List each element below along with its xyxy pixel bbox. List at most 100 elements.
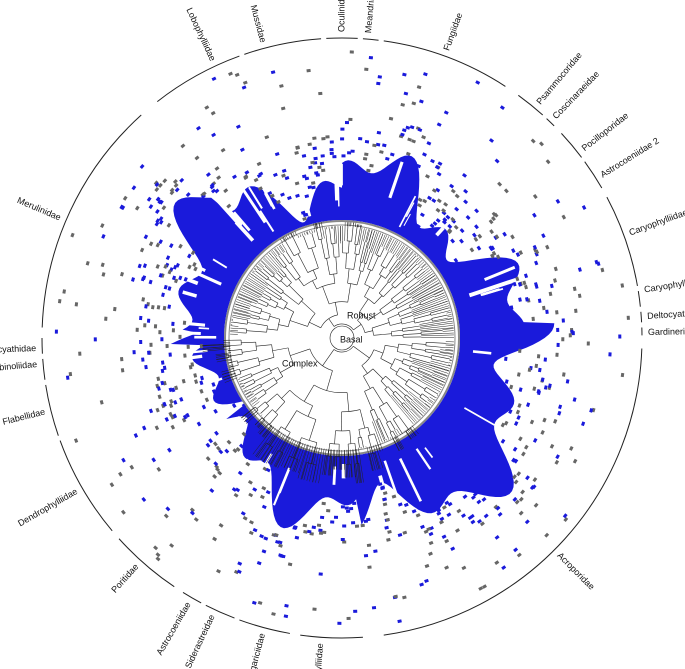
trait-cell bbox=[417, 197, 423, 203]
branch bbox=[395, 390, 406, 402]
trait-cell bbox=[476, 499, 482, 505]
branch bbox=[390, 322, 402, 326]
trait-cell bbox=[537, 367, 542, 373]
trait-cell bbox=[372, 143, 377, 148]
branch bbox=[440, 349, 454, 352]
trait-cell bbox=[308, 165, 313, 170]
branch bbox=[366, 447, 373, 471]
trait-cell bbox=[158, 239, 163, 245]
trait-cell bbox=[504, 379, 509, 384]
branch bbox=[346, 449, 349, 478]
trait-cell bbox=[577, 267, 582, 272]
trait-cell bbox=[146, 196, 152, 202]
branch bbox=[447, 318, 453, 320]
branch bbox=[383, 236, 390, 248]
trait-cell bbox=[561, 372, 566, 377]
branch bbox=[251, 367, 270, 376]
branch bbox=[419, 396, 427, 402]
trait-cell bbox=[62, 289, 67, 294]
trait-cell bbox=[181, 417, 187, 423]
branch bbox=[415, 258, 421, 264]
trait-cell bbox=[271, 612, 276, 616]
family-label: Agariciidae bbox=[246, 632, 267, 669]
branch bbox=[401, 255, 417, 272]
branch bbox=[265, 281, 282, 295]
branch bbox=[378, 406, 388, 423]
branch bbox=[267, 254, 281, 269]
trait-cell bbox=[384, 525, 389, 530]
branch bbox=[347, 443, 350, 465]
branch bbox=[379, 300, 393, 311]
trait-cell bbox=[445, 214, 451, 220]
branch bbox=[418, 261, 425, 267]
trait-cell bbox=[459, 228, 465, 234]
trait-cell bbox=[333, 515, 339, 519]
branch bbox=[368, 311, 382, 321]
trait-cell bbox=[537, 298, 542, 304]
gap bbox=[213, 410, 227, 421]
branch bbox=[419, 322, 454, 328]
branch bbox=[243, 389, 247, 392]
gap bbox=[160, 312, 191, 319]
branch bbox=[236, 299, 252, 305]
branch bbox=[401, 404, 409, 412]
branch bbox=[249, 383, 261, 391]
branch bbox=[407, 411, 417, 422]
branch bbox=[431, 358, 449, 364]
trait-cell bbox=[561, 214, 567, 220]
trait-cell bbox=[554, 459, 560, 465]
trait-cell bbox=[237, 561, 243, 566]
trait-cell bbox=[403, 502, 409, 508]
branch bbox=[370, 409, 375, 412]
branch bbox=[260, 405, 269, 414]
trait-cell bbox=[544, 532, 550, 538]
trait-cell bbox=[450, 238, 456, 244]
trait-cell bbox=[135, 327, 139, 332]
trait-cell bbox=[304, 176, 310, 181]
trait-cell bbox=[521, 451, 526, 457]
trait-cell bbox=[241, 431, 247, 437]
branch bbox=[372, 232, 381, 254]
branch bbox=[420, 298, 436, 306]
trait-cell bbox=[156, 376, 161, 382]
trait-cell bbox=[461, 513, 466, 518]
branch bbox=[202, 347, 224, 351]
trait-cell bbox=[409, 125, 415, 130]
branch bbox=[403, 431, 405, 433]
branch bbox=[280, 439, 295, 467]
branch bbox=[328, 318, 335, 327]
branch bbox=[216, 358, 233, 363]
trait-cell bbox=[101, 233, 106, 239]
branch bbox=[276, 272, 283, 279]
branch bbox=[391, 288, 405, 300]
trait-cell bbox=[545, 159, 551, 165]
trait-cell bbox=[443, 201, 449, 207]
trait-cell bbox=[179, 396, 184, 402]
branch bbox=[258, 356, 275, 362]
trait-cell bbox=[524, 284, 528, 290]
branch bbox=[263, 432, 283, 462]
family-label: Caryophylliidae 2 bbox=[643, 274, 685, 295]
branch bbox=[202, 348, 231, 352]
trait-cell bbox=[168, 387, 173, 393]
branch bbox=[406, 394, 413, 401]
trait-cell bbox=[251, 600, 257, 605]
branch bbox=[373, 333, 392, 336]
branch bbox=[387, 268, 398, 282]
trait-cell bbox=[540, 429, 545, 435]
gap bbox=[165, 344, 203, 349]
trait-cell bbox=[143, 323, 147, 328]
branch bbox=[379, 401, 387, 407]
trait-cell bbox=[155, 209, 160, 214]
trait-cell bbox=[306, 68, 311, 73]
trait-cell bbox=[574, 308, 578, 313]
branch bbox=[377, 444, 381, 452]
branch bbox=[284, 266, 297, 281]
branch bbox=[334, 302, 338, 315]
branch bbox=[415, 271, 425, 279]
trait-cell bbox=[346, 616, 351, 620]
family-arc bbox=[640, 311, 643, 323]
trait-cell bbox=[256, 161, 262, 167]
branch bbox=[337, 226, 339, 244]
branch bbox=[424, 390, 436, 399]
